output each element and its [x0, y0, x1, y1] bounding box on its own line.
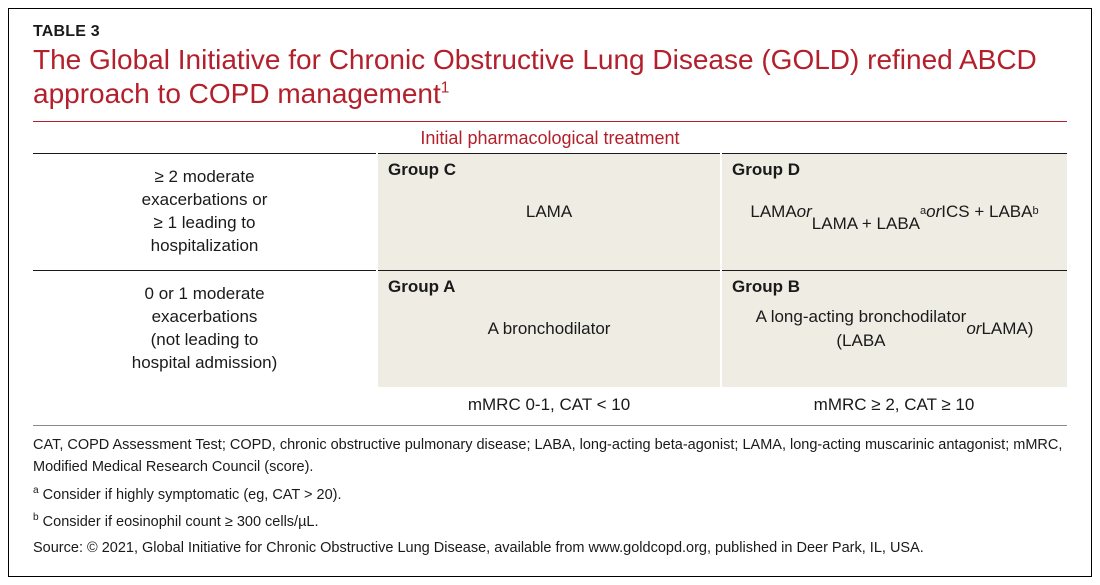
footnote-b: b Consider if eosinophil count ≥ 300 cel…: [33, 510, 1067, 533]
cell-group-c: Group C LAMA: [377, 154, 721, 271]
cell-group-a: Group A A bronchodilator: [377, 271, 721, 387]
row-label: 0 or 1 moderateexacerbations(not leading…: [33, 271, 377, 387]
group-tag: Group A: [388, 277, 455, 297]
axis-label-left: mMRC 0-1, CAT < 10: [377, 387, 721, 426]
grid-row-low-exacerbation: 0 or 1 moderateexacerbations(not leading…: [33, 271, 1067, 387]
cell-group-d: Group D LAMA orLAMA + LABAaor ICS + LABA…: [721, 154, 1067, 271]
group-tag: Group D: [732, 160, 800, 180]
grid-axis-row: mMRC 0-1, CAT < 10 mMRC ≥ 2, CAT ≥ 10: [33, 387, 1067, 426]
axis-spacer: [33, 387, 377, 426]
table-title: The Global Initiative for Chronic Obstru…: [33, 43, 1067, 111]
grid-row-high-exacerbation: ≥ 2 moderateexacerbations or≥ 1 leading …: [33, 154, 1067, 271]
group-tag: Group C: [388, 160, 456, 180]
table-notes: CAT, COPD Assessment Test; COPD, chronic…: [33, 434, 1067, 560]
abbreviations: CAT, COPD Assessment Test; COPD, chronic…: [33, 434, 1067, 479]
title-rule: [33, 121, 1067, 122]
footnote-a: a Consider if highly symptomatic (eg, CA…: [33, 483, 1067, 506]
group-tag: Group B: [732, 277, 800, 297]
table-label: TABLE 3: [33, 23, 1067, 41]
table-subtitle: Initial pharmacological treatment: [33, 128, 1067, 149]
abcd-grid: ≥ 2 moderateexacerbations or≥ 1 leading …: [33, 153, 1067, 426]
table-frame: TABLE 3 The Global Initiative for Chroni…: [8, 8, 1092, 577]
cell-group-b: Group B A long-acting bronchodilator(LAB…: [721, 271, 1067, 387]
row-label: ≥ 2 moderateexacerbations or≥ 1 leading …: [33, 154, 377, 271]
axis-label-right: mMRC ≥ 2, CAT ≥ 10: [721, 387, 1067, 426]
source-line: Source: © 2021, Global Initiative for Ch…: [33, 537, 1067, 559]
